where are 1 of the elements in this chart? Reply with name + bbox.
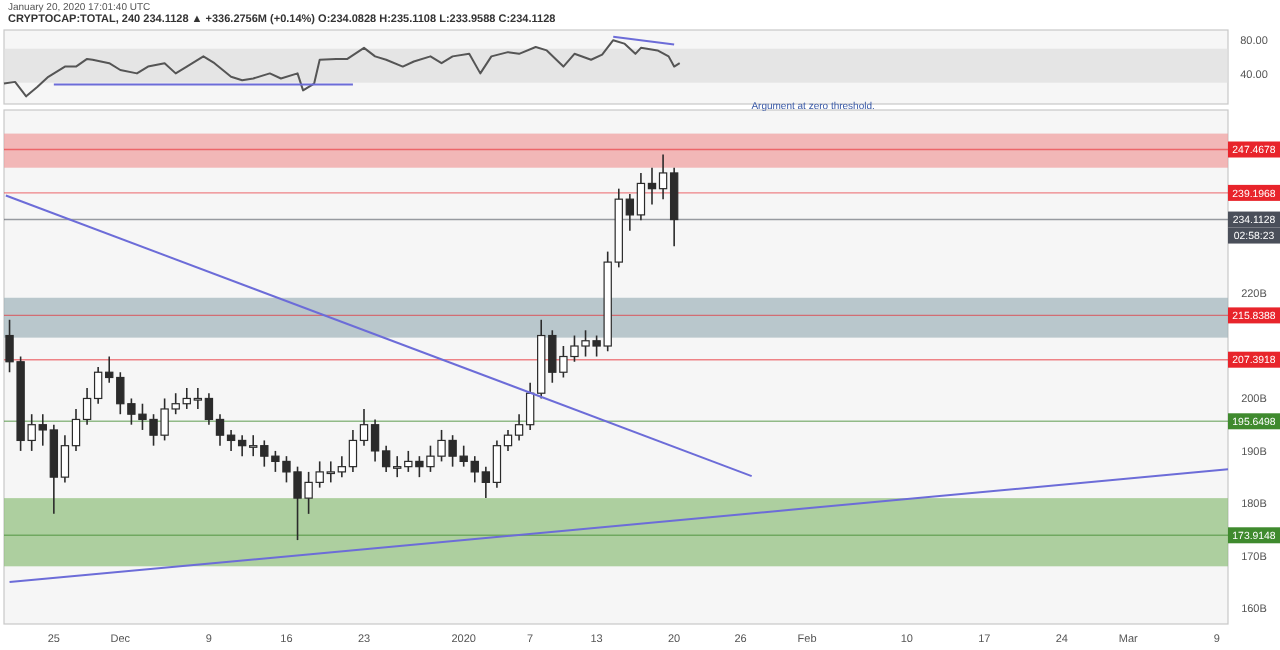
line-series	[3, 39, 681, 98]
